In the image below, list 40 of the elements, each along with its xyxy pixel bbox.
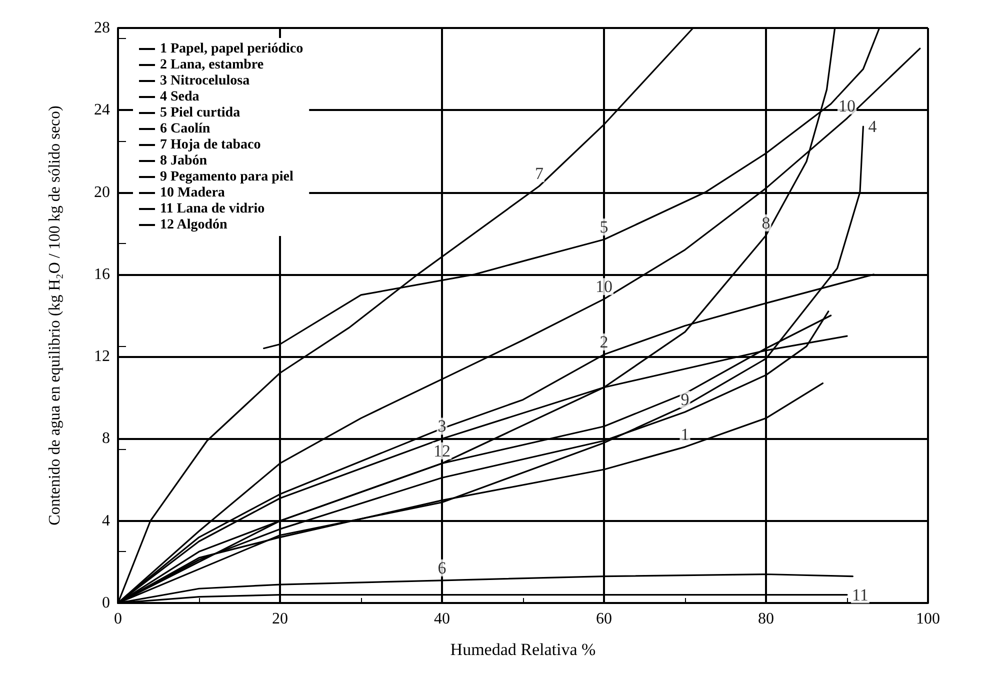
- x-tick-label: 100: [916, 610, 940, 628]
- y-tick-label: 28: [94, 20, 110, 36]
- legend-label: 3 Nitrocelulosa: [160, 74, 250, 88]
- legend-label: 5 Piel curtida: [160, 106, 240, 120]
- annotation: 6: [438, 558, 446, 578]
- annotation: 4: [868, 117, 878, 136]
- legend-label: 12 Algodón: [160, 218, 228, 232]
- legend-label: 9 Pegamento para piel: [160, 170, 294, 184]
- legend-label: 4 Seda: [160, 90, 200, 104]
- annotation: 9: [680, 390, 690, 410]
- legend-label: 2 Lana, estambre: [160, 58, 264, 72]
- legend-label: 10 Madera: [160, 186, 225, 200]
- annotation: 7: [534, 164, 544, 184]
- x-tick-label: 40: [434, 610, 450, 628]
- legend-label: 1 Papel, papel periódico: [160, 42, 304, 56]
- annotation: 2: [600, 332, 608, 352]
- legend-label: 8 Jabón: [160, 154, 208, 168]
- x-tick-label: 80: [758, 610, 774, 628]
- legend-label: 11 Lana de vidrio: [160, 202, 265, 216]
- annotation: 11: [852, 585, 868, 604]
- y-tick-label: 8: [102, 430, 110, 448]
- annotation: 10: [838, 96, 856, 116]
- x-tick-label: 0: [114, 610, 122, 628]
- annotation: 12: [434, 441, 450, 460]
- x-tick-label: 60: [596, 610, 612, 628]
- x-axis-title: Humedad Relativa %: [450, 640, 596, 659]
- y-tick-label: 16: [94, 266, 110, 283]
- annotation: 10: [596, 277, 612, 296]
- y-tick-label: 20: [94, 184, 110, 201]
- y-axis-title: Contenido de agua en equilibrio (kg H₂O / 100 kg de sólido seco): [46, 106, 64, 526]
- legend-label: 6 Caolín: [160, 122, 210, 136]
- y-tick-label: 24: [94, 102, 110, 119]
- legend-label: 7 Hoja de tabaco: [160, 138, 261, 152]
- x-tick-label: 20: [272, 610, 288, 628]
- y-tick-label: 0: [102, 594, 110, 612]
- annotation: 8: [762, 213, 770, 232]
- annotation: 5: [600, 218, 608, 237]
- y-tick-label: 12: [94, 348, 110, 366]
- y-tick-label: 4: [102, 512, 110, 530]
- annotation: 1: [680, 424, 690, 444]
